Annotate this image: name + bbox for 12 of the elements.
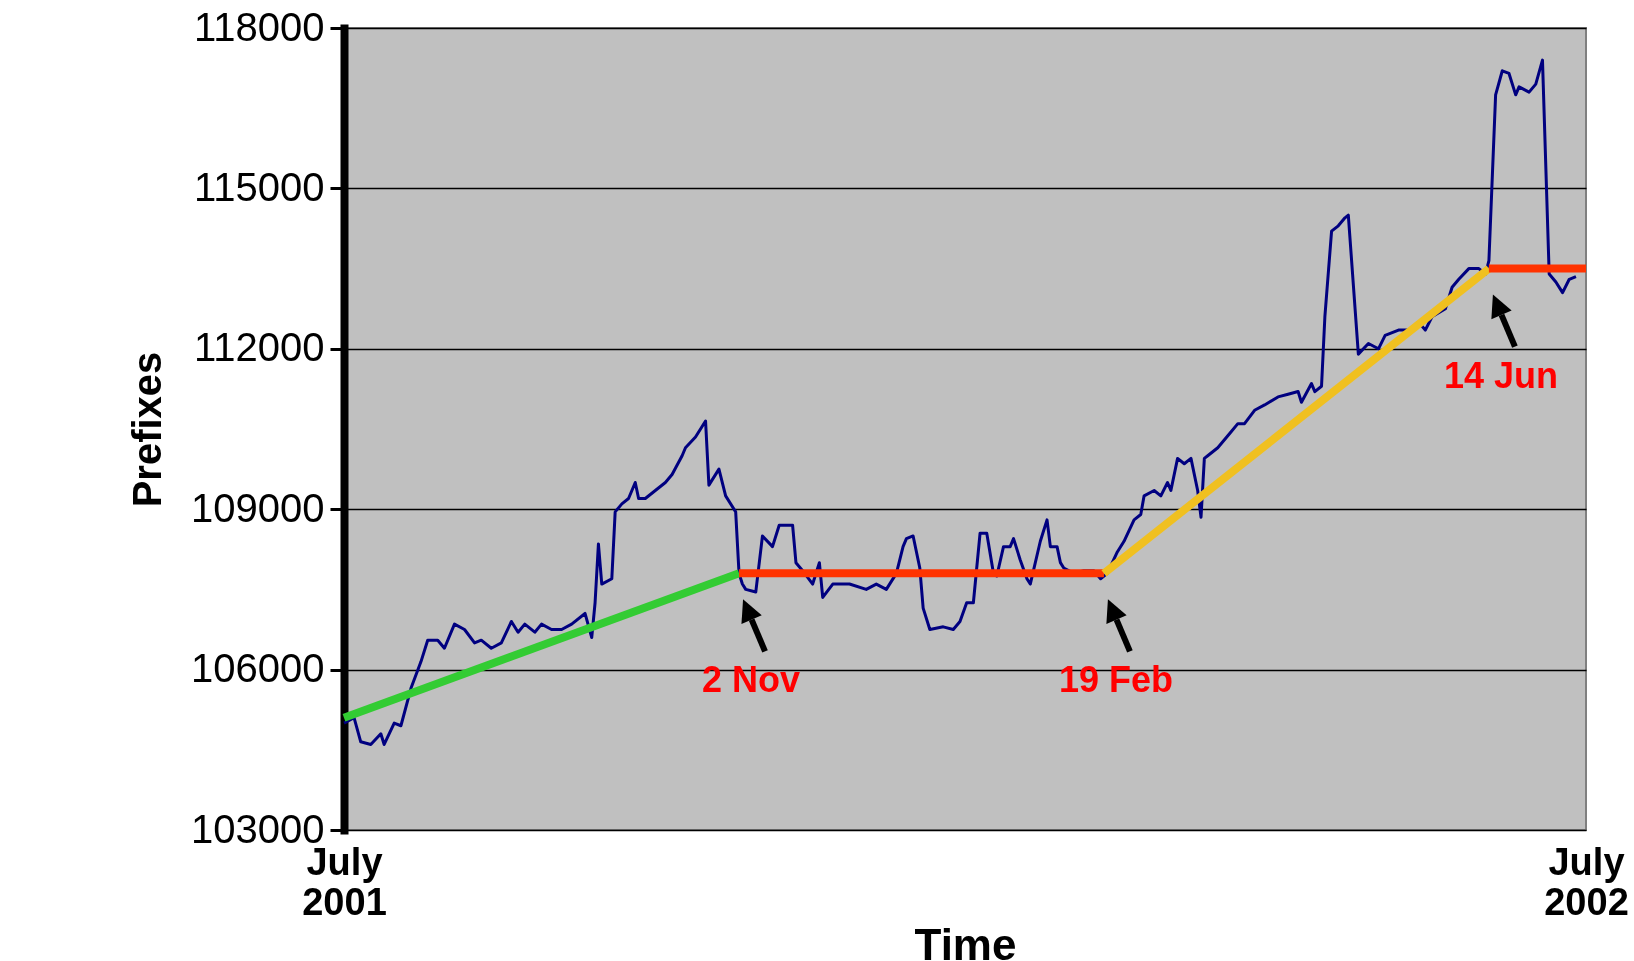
- annotation: 19 Feb: [1058, 659, 1173, 701]
- y-tick-label: 109000: [191, 485, 325, 530]
- y-tick-label: 112000: [193, 325, 325, 370]
- y-tick-label: 106000: [191, 646, 325, 691]
- line-series: [342, 58, 1578, 746]
- y-tick-label: 115000: [193, 164, 325, 209]
- y-tick-label: 118000: [193, 4, 325, 49]
- annotation: 2 Nov: [702, 659, 801, 701]
- annotation: 14 Jun: [1443, 354, 1558, 396]
- x-axis-title: Time: [914, 919, 1017, 961]
- y-axis-title: Prefixes: [125, 351, 170, 508]
- x-tick-label: July 2002: [1544, 840, 1629, 923]
